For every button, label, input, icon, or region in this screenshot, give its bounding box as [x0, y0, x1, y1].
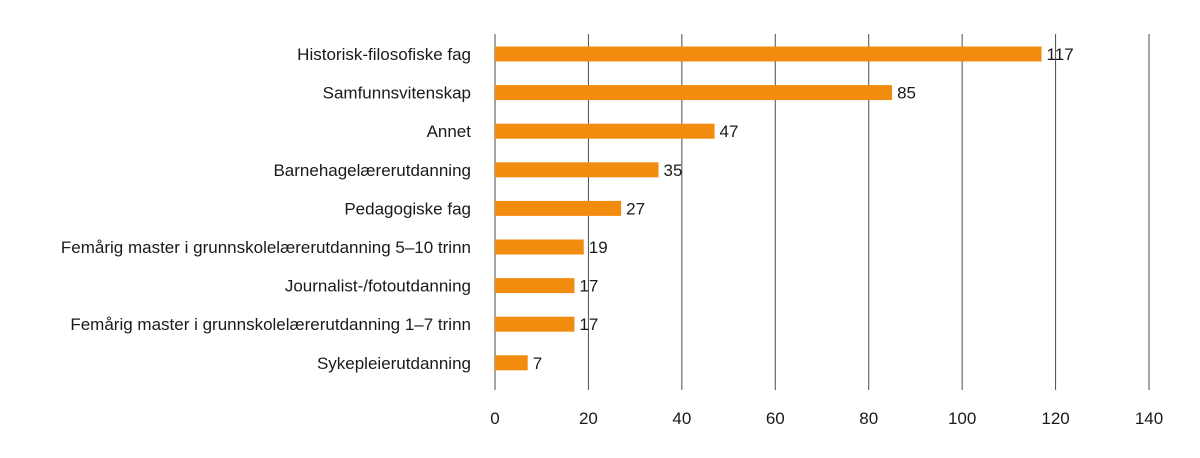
category-labels: Historisk-filosofiske fag Samfunnsvitensk… [61, 45, 471, 373]
category-label-6: Journalist-/fotoutdanning [285, 277, 471, 296]
category-label-3: Barnehagelærerutdanning [273, 161, 471, 180]
bar-1 [495, 85, 893, 101]
bar-4 [495, 200, 622, 216]
value-label-0: 117 [1047, 45, 1074, 64]
category-label-8: Sykepleierutdanning [317, 354, 471, 373]
bar-3 [495, 162, 659, 178]
x-tick-label-0: 0 [490, 409, 499, 428]
value-label-8: 7 [533, 354, 542, 373]
value-label-7: 17 [579, 315, 598, 334]
category-label-2: Annet [427, 122, 472, 141]
bar-5 [495, 239, 584, 255]
x-tick-label-20: 20 [579, 409, 598, 428]
category-label-0: Historisk-filosofiske fag [297, 45, 471, 64]
x-tick-label-60: 60 [766, 409, 785, 428]
bar-6 [495, 278, 575, 294]
category-label-4: Pedagogiske fag [344, 199, 471, 218]
value-label-4: 27 [626, 199, 645, 218]
bar-2 [495, 123, 715, 139]
bars [495, 46, 1042, 371]
x-tick-label-80: 80 [859, 409, 878, 428]
category-label-1: Samfunnsvitenskap [323, 84, 471, 103]
bar-7 [495, 316, 575, 332]
x-tick-label-100: 100 [948, 409, 976, 428]
category-label-7: Femårig master i grunnskolelærerutdannin… [70, 315, 471, 334]
x-tick-label-140: 140 [1135, 409, 1163, 428]
value-label-6: 17 [579, 277, 598, 296]
value-labels: 117 85 47 35 27 19 17 17 7 [533, 45, 1074, 373]
bar-8 [495, 355, 528, 371]
bar-0 [495, 46, 1042, 62]
x-axis-tick-labels: 0 20 40 60 80 100 120 140 [490, 409, 1163, 428]
value-label-3: 35 [664, 161, 683, 180]
category-label-5: Femårig master i grunnskolelærerutdannin… [61, 238, 471, 257]
value-label-5: 19 [589, 238, 608, 257]
x-tick-label-120: 120 [1041, 409, 1069, 428]
value-label-2: 47 [720, 122, 739, 141]
value-label-1: 85 [897, 84, 916, 103]
x-tick-label-40: 40 [672, 409, 691, 428]
